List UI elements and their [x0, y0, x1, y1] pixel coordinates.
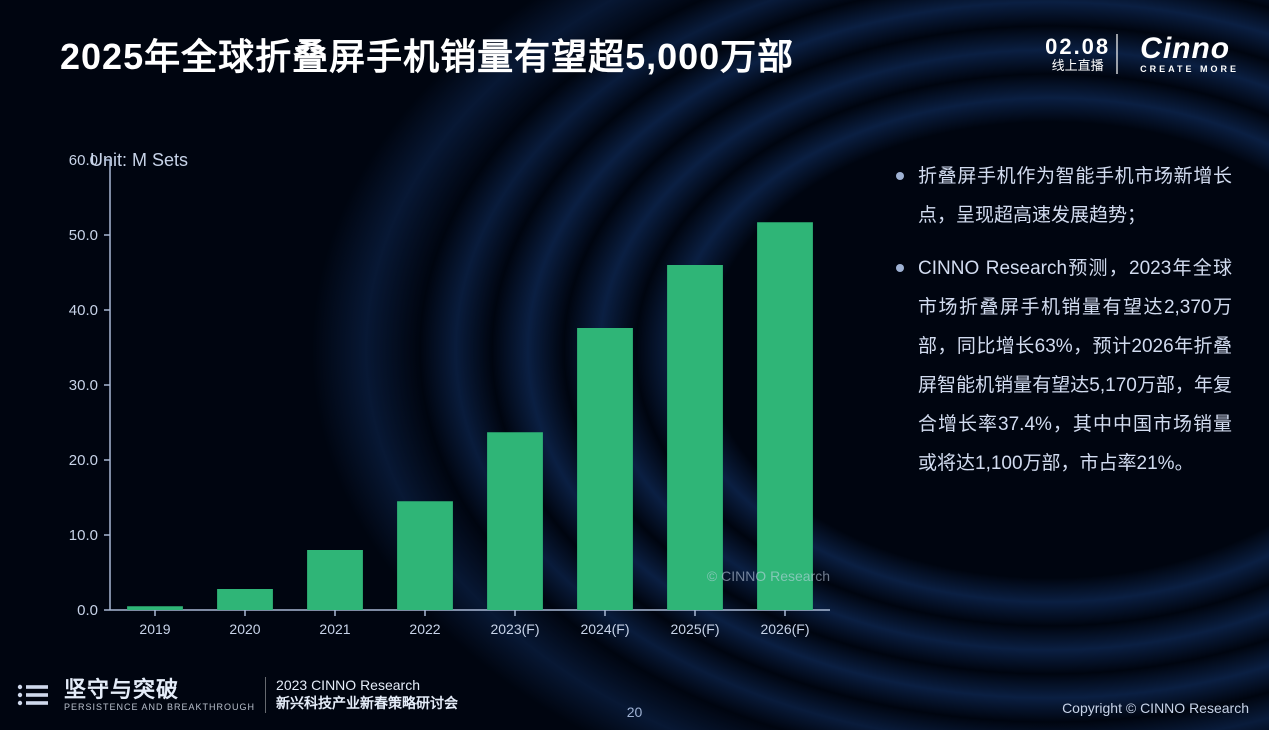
svg-text:0.0: 0.0 — [77, 602, 98, 619]
bar — [397, 501, 453, 610]
slide-title: 2025年全球折叠屏手机销量有望超5,000万部 — [60, 28, 794, 80]
svg-text:2019: 2019 — [139, 621, 170, 637]
page-number: 20 — [627, 704, 643, 720]
bar — [667, 265, 723, 610]
bar — [127, 606, 183, 610]
bar — [487, 432, 543, 610]
bar-chart: Unit: M Sets 0.010.020.030.040.050.060.0… — [30, 150, 850, 650]
brand-block: 坚守与突破 PERSISTENCE AND BREAKTHROUGH — [64, 678, 255, 711]
svg-text:2020: 2020 — [229, 621, 260, 637]
svg-text:40.0: 40.0 — [69, 302, 98, 319]
conf-line1: 2023 CINNO Research — [276, 677, 458, 693]
svg-text:30.0: 30.0 — [69, 377, 98, 394]
bullet-item: CINNO Research预测，2023年全球市场折叠屏手机销量有望达2,37… — [892, 250, 1232, 484]
svg-text:2023(F): 2023(F) — [490, 621, 539, 637]
bar — [757, 222, 813, 610]
cinno-logo: Cinno CREATE MORE — [1132, 34, 1249, 74]
date-sub: 线上直播 — [1045, 59, 1110, 74]
bullet-list: 折叠屏手机作为智能手机市场新增长点，呈现超高速发展趋势； CINNO Resear… — [892, 158, 1232, 498]
date-text: 02.08 — [1045, 34, 1110, 59]
logo-sub: CREATE MORE — [1140, 64, 1239, 74]
menu-icon — [16, 683, 50, 707]
svg-text:50.0: 50.0 — [69, 227, 98, 244]
conference-name: 2023 CINNO Research 新兴科技产业新春策略研讨会 — [265, 677, 458, 713]
brand-cn: 坚守与突破 — [64, 678, 255, 701]
bar — [217, 589, 273, 610]
slide: 2025年全球折叠屏手机销量有望超5,000万部 02.08 线上直播 Cinn… — [0, 0, 1269, 730]
svg-text:10.0: 10.0 — [69, 527, 98, 544]
bar — [577, 328, 633, 610]
logo-main: Cinno — [1140, 34, 1239, 64]
brand-en: PERSISTENCE AND BREAKTHROUGH — [64, 702, 255, 712]
svg-text:60.0: 60.0 — [69, 152, 98, 169]
svg-text:2022: 2022 — [409, 621, 440, 637]
svg-text:20.0: 20.0 — [69, 452, 98, 469]
broadcast-date: 02.08 线上直播 — [1045, 34, 1118, 74]
chart-watermark: © CINNO Research — [707, 568, 830, 584]
svg-text:2026(F): 2026(F) — [760, 621, 809, 637]
footer: 坚守与突破 PERSISTENCE AND BREAKTHROUGH 2023 … — [0, 660, 1269, 730]
bar — [307, 550, 363, 610]
copyright: Copyright © CINNO Research — [1062, 700, 1249, 716]
header: 2025年全球折叠屏手机销量有望超5,000万部 02.08 线上直播 Cinn… — [60, 28, 1249, 80]
svg-text:2024(F): 2024(F) — [580, 621, 629, 637]
svg-text:2021: 2021 — [319, 621, 350, 637]
conf-line2: 新兴科技产业新春策略研讨会 — [276, 693, 458, 713]
svg-text:2025(F): 2025(F) — [670, 621, 719, 637]
bullet-item: 折叠屏手机作为智能手机市场新增长点，呈现超高速发展趋势； — [892, 158, 1232, 236]
